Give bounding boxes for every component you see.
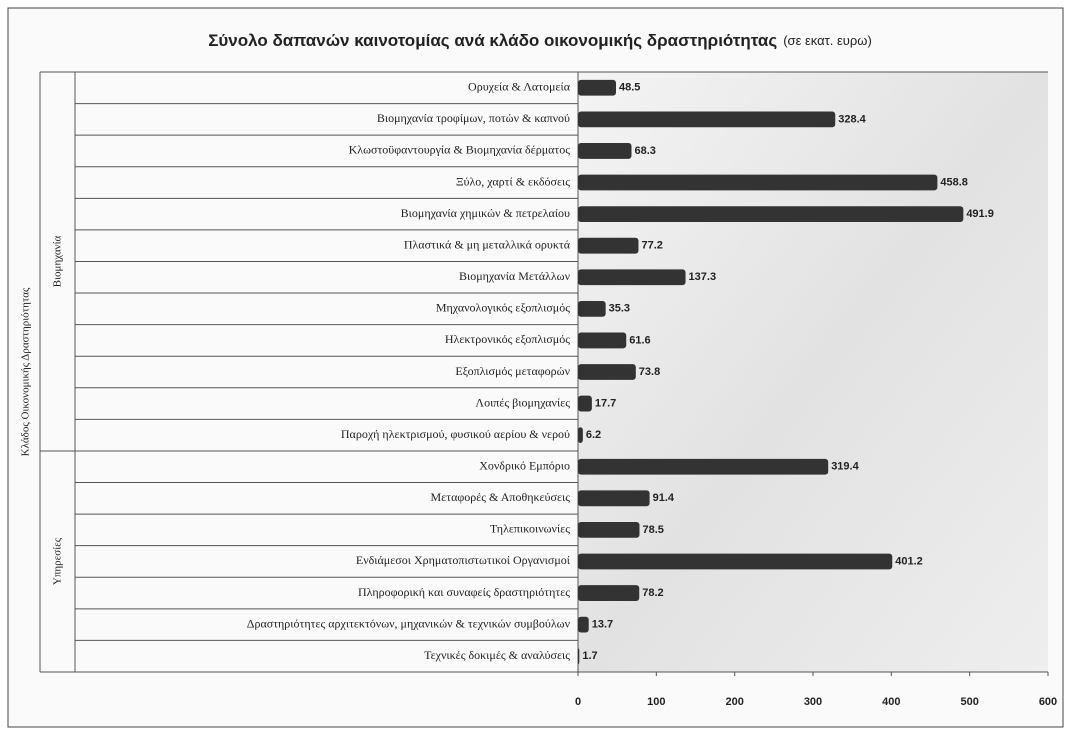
category-label: Τεχνικές δοκιμές & αναλύσεις	[424, 648, 570, 662]
x-tick-label: 300	[804, 696, 822, 708]
category-label: Πλαστικά & μη μεταλλικά ορυκτά	[404, 237, 571, 251]
bar	[578, 174, 938, 191]
value-label: 401.2	[895, 555, 923, 567]
value-label: 319.4	[831, 461, 859, 473]
x-tick-label: 200	[725, 696, 743, 708]
value-label: 17.7	[595, 397, 616, 409]
x-tick-label: 400	[882, 696, 900, 708]
x-tick-label: 600	[1039, 696, 1057, 708]
bar	[578, 648, 580, 665]
bar	[578, 522, 640, 538]
subtitle: (σε εκατ. ευρω)	[783, 33, 872, 48]
value-label: 77.2	[641, 240, 662, 252]
value-label: 61.6	[629, 334, 650, 346]
bar	[578, 364, 636, 380]
bar	[578, 269, 686, 286]
category-label: Βιομηχανία τροφίμων, ποτών & καπνού	[377, 111, 570, 125]
value-label: 458.8	[940, 176, 968, 188]
group-label: Υπηρεσίες	[52, 537, 64, 585]
bar	[578, 427, 583, 444]
value-label: 78.2	[642, 587, 663, 599]
bar	[578, 79, 616, 96]
category-label: Εξοπλισμός μεταφορών	[455, 364, 570, 378]
group-axis-label: Κλάδος Οικονομικής Δραστηριότητας	[20, 287, 32, 456]
group-label: Βιομηχανία	[52, 235, 64, 287]
value-label: 73.8	[639, 366, 660, 378]
category-label: Πληροφορική και συναφείς δραστηριότητες	[358, 585, 570, 599]
bar	[578, 458, 829, 475]
value-label: 491.9	[966, 208, 994, 220]
bar	[578, 490, 650, 507]
bar	[578, 616, 589, 633]
bar	[578, 332, 627, 349]
bar	[578, 395, 592, 412]
category-label: Ξύλο, χαρτί & εκδόσεις	[456, 174, 570, 188]
value-label: 13.7	[592, 619, 613, 631]
category-label: Βιομηχανία Μετάλλων	[459, 269, 571, 283]
title: Σύνολο δαπανών καινοτομίας ανά κλάδο οικ…	[208, 31, 777, 50]
x-tick-label: 0	[575, 696, 581, 708]
value-label: 35.3	[609, 303, 630, 315]
category-label: Ορυχεία & Λατομεία	[468, 80, 571, 94]
x-tick-label: 500	[960, 696, 978, 708]
category-label: Παροχή ηλεκτρισμού, φυσικού αερίου & νερ…	[341, 427, 570, 441]
bar	[578, 300, 606, 317]
category-label: Χονδρικό Εμπόριο	[479, 458, 570, 472]
bar	[578, 237, 639, 254]
value-label: 6.2	[586, 429, 601, 441]
value-label: 328.4	[838, 113, 866, 125]
category-label: Μηχανολογικός εξοπλισμός	[436, 301, 570, 315]
bar	[578, 143, 632, 159]
category-label: Τηλεπικοινωνίες	[490, 522, 570, 536]
bar	[578, 553, 893, 570]
value-label: 91.4	[653, 492, 675, 504]
category-label: Βιομηχανία χημικών & πετρελαίου	[401, 206, 570, 220]
value-label: 1.7	[582, 650, 597, 662]
value-label: 78.5	[642, 524, 663, 536]
bar	[578, 585, 640, 601]
chart-title: Σύνολο δαπανών καινοτομίας ανά κλάδο οικ…	[208, 31, 872, 50]
value-label: 48.5	[619, 82, 640, 94]
value-label: 68.3	[635, 145, 656, 157]
category-label: Δραστηριότητες αρχιτεκτόνων, μηχανικών &…	[247, 616, 571, 630]
value-label: 137.3	[689, 271, 717, 283]
category-label: Λοιπές βιομηχανίες	[475, 395, 570, 409]
x-tick-label: 100	[647, 696, 665, 708]
category-label: Ηλεκτρονικός εξοπλισμός	[445, 332, 570, 346]
bar	[578, 206, 964, 222]
plot-background	[578, 72, 1048, 672]
category-label: Ενδιάμεσοι Χρηματοπιστωτικοί Οργανισμοί	[356, 553, 571, 567]
category-label: Κλωστοϋφαντουργία & Βιομηχανία δέρματος	[349, 143, 571, 157]
category-label: Μεταφορές & Αποθηκεύσεις	[431, 490, 571, 504]
bar	[578, 111, 836, 128]
